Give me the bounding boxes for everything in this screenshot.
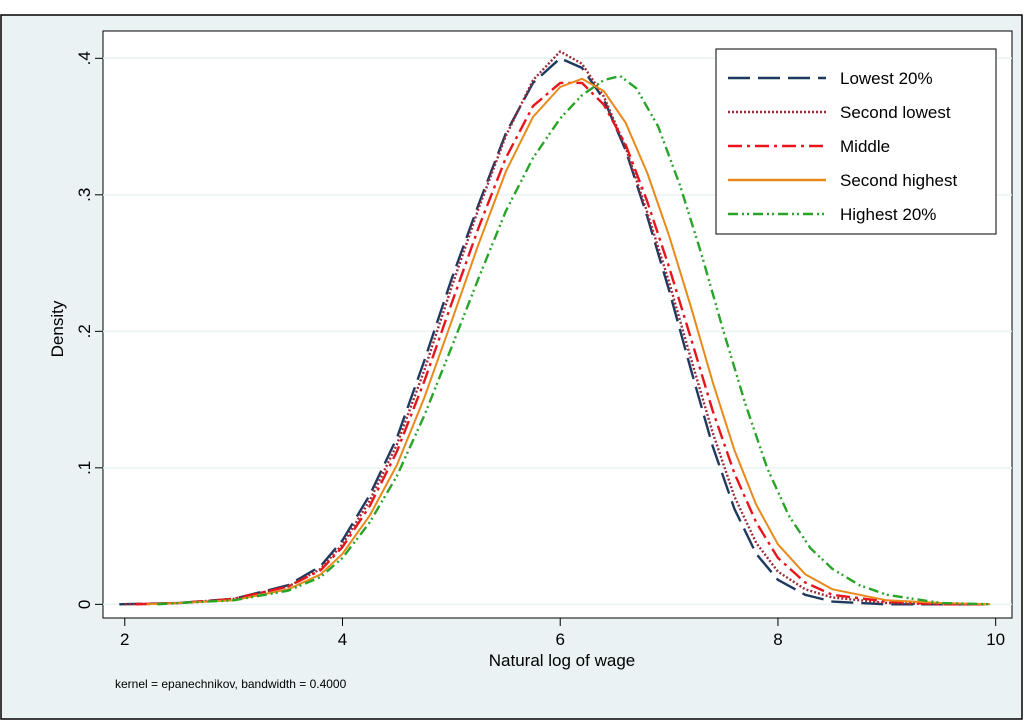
y-tick-label: .2 [75,324,94,338]
legend-label: Second lowest [840,103,951,122]
legend-label: Highest 20% [840,205,936,224]
y-tick-label: .1 [75,461,94,475]
series-line-5 [157,74,991,606]
legend-label: Middle [840,137,890,156]
x-tick-label: 2 [120,630,129,649]
legend-box [715,48,997,235]
legend: Lowest 20% Second lowest Middle Second high… [715,48,997,235]
x-tick-label: 10 [986,630,1005,649]
series-line-1 [119,57,985,606]
legend-label: Lowest 20% [840,69,933,88]
x-tick-label: 8 [773,630,782,649]
kernel-note: kernel = epanechnikov, bandwidth = 0.400… [115,677,347,691]
series-line-4 [146,77,991,606]
y-axis-title: Density [48,300,67,357]
y-tick-label: .3 [75,188,94,202]
y-axis: 0 .1 .2 .3 .4 [75,51,103,609]
legend-label: Second highest [840,171,957,190]
y-tick-label: .4 [75,51,94,65]
y-tick-label: 0 [75,600,94,609]
x-tick-label: 4 [338,630,347,649]
x-axis: 2 4 6 8 10 [120,618,1005,649]
series-lines [119,50,991,606]
x-axis-title: Natural log of wage [489,651,635,670]
x-tick-label: 6 [555,630,564,649]
series-line-3 [135,81,985,606]
series-line-2 [124,50,985,606]
